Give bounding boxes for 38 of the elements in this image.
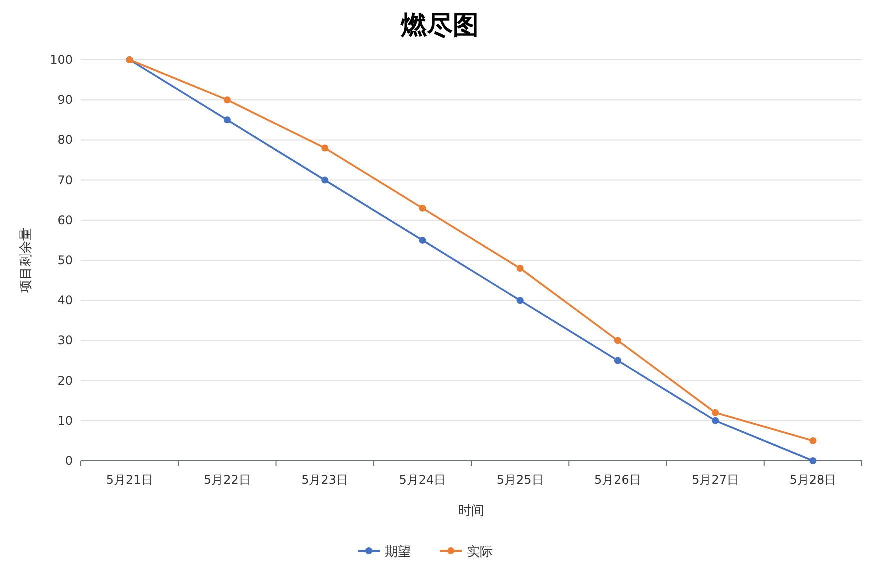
point — [322, 176, 329, 184]
y-tick-label: 90 — [58, 93, 73, 108]
y-tick-label: 30 — [58, 334, 73, 348]
x-tick-label: 5月26日 — [594, 473, 642, 487]
point — [224, 116, 231, 124]
y-tick-label: 0 — [65, 454, 73, 468]
legend-label: 实际 — [467, 545, 493, 560]
y-tick-label: 100 — [50, 53, 73, 67]
point — [322, 144, 329, 152]
point — [516, 297, 524, 304]
x-tick-label: 5月22日 — [204, 473, 251, 487]
y-tick-label: 60 — [58, 213, 73, 228]
point — [419, 204, 426, 212]
point — [614, 337, 622, 344]
x-tick-label: 5月28日 — [790, 473, 837, 487]
point — [614, 357, 622, 364]
y-tick-label: 70 — [58, 173, 73, 188]
x-tick-label: 5月27日 — [692, 473, 740, 487]
y-tick-label: 40 — [58, 294, 73, 308]
y-axis-title: 项目剩余量 — [19, 228, 34, 293]
y-tick-label: 20 — [58, 374, 73, 388]
x-tick-label: 5月23日 — [302, 473, 349, 487]
point — [712, 409, 720, 416]
point — [516, 265, 524, 272]
x-axis-title: 时间 — [458, 504, 484, 519]
point — [419, 236, 426, 244]
x-tick-label: 5月24日 — [399, 473, 446, 487]
legend-label: 期望 — [385, 545, 411, 560]
point — [810, 458, 817, 464]
x-tick-label: 5月25日 — [496, 473, 544, 487]
point — [810, 437, 817, 444]
chart-title: 燃尽图 — [400, 11, 479, 41]
point — [712, 417, 720, 424]
y-tick-label: 80 — [58, 133, 73, 148]
point — [224, 96, 231, 104]
y-tick-label: 50 — [58, 254, 73, 268]
y-tick-label: 10 — [58, 414, 73, 428]
x-tick-label: 5月21日 — [106, 473, 154, 487]
